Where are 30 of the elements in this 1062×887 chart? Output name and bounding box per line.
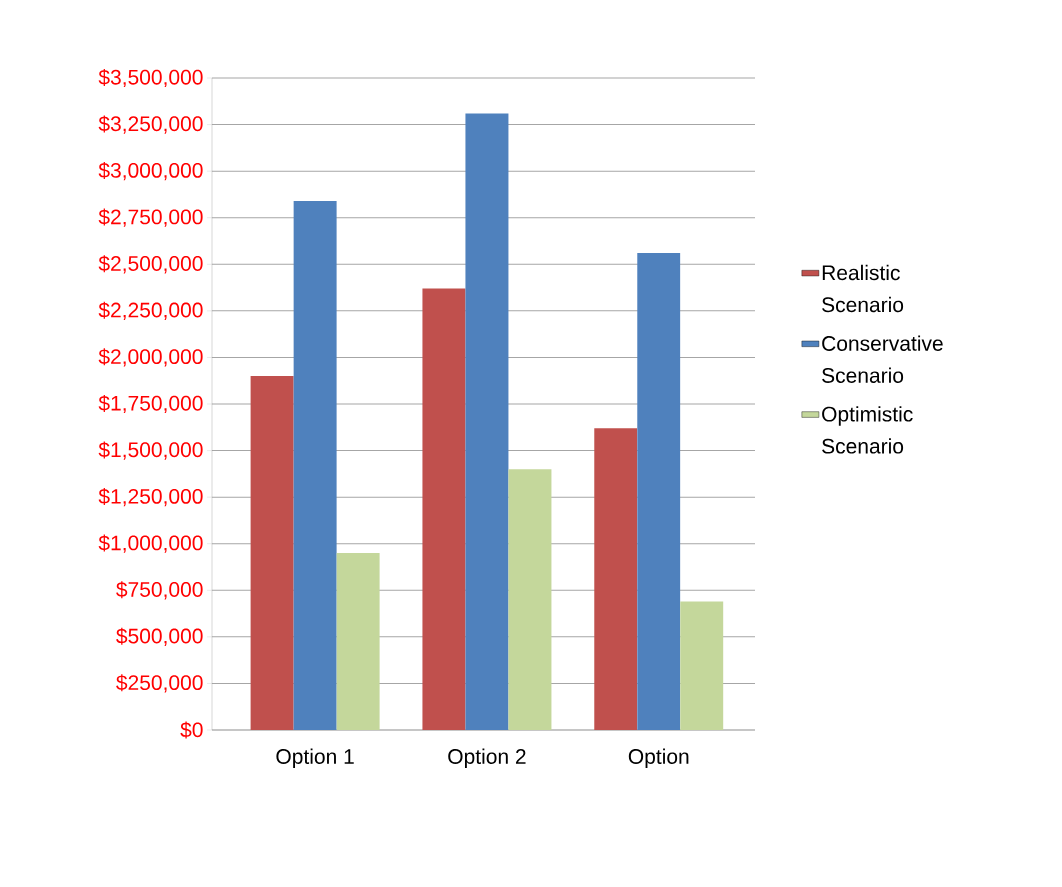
y-tick-label: $750,000 [116, 581, 203, 600]
y-tick-label: $3,000,000 [98, 162, 203, 181]
legend-label: Realistic Scenario [822, 264, 904, 313]
bar [680, 601, 724, 730]
y-tick-label: $1,750,000 [98, 394, 203, 414]
legend-label: Conservative Scenario [822, 335, 943, 383]
y-tick-label: $2,250,000 [98, 301, 203, 320]
bar [465, 113, 509, 730]
y-tick-label: $1,000,000 [98, 534, 203, 553]
y-tick-label: $3,500,000 [98, 68, 203, 88]
bar [594, 428, 638, 730]
y-tick-label: $2,500,000 [98, 255, 203, 274]
y-tick-label: $1,500,000 [98, 441, 203, 460]
y-tick-label: $2,000,000 [98, 348, 203, 367]
legend-label: Optimistic Scenario [822, 406, 913, 454]
bar [637, 253, 681, 730]
bar [250, 376, 294, 730]
bar [422, 288, 466, 730]
y-tick-label: $3,250,000 [98, 115, 203, 134]
bar [293, 200, 337, 730]
bar [336, 553, 380, 730]
x-tick-label: Option 1 [276, 748, 354, 769]
y-tick-label: $250,000 [116, 674, 203, 693]
y-tick-label: $2,750,000 [98, 208, 203, 227]
y-tick-label: $500,000 [116, 627, 203, 646]
bar [508, 469, 552, 730]
x-tick-label: Option 2 [448, 748, 526, 769]
x-tick-label: Option [628, 748, 689, 769]
y-tick-label: $1,250,000 [98, 488, 203, 507]
y-tick-label: $0 [180, 721, 203, 739]
